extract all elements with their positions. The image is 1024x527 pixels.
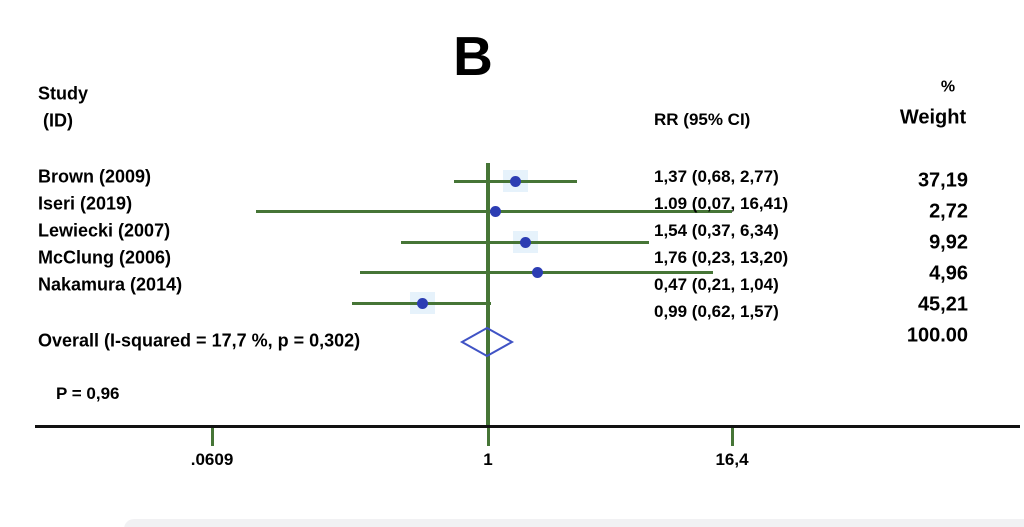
effect-dot-lewiecki-2007: [520, 236, 532, 248]
effect-dot-mcclung-2006: [531, 267, 543, 278]
study-label-lewiecki-2007: Lewiecki (2007): [38, 220, 171, 241]
bottom-scroll-band: [124, 519, 1024, 527]
panel-title: B: [453, 25, 493, 87]
axis-tick-0609: [210, 428, 214, 446]
weight-percent-header: %: [940, 78, 956, 96]
study-id-column-header: (ID): [38, 110, 73, 131]
study-label-nakamura-2014: Nakamura (2014): [38, 274, 183, 295]
rr-value-overall: 0,99 (0,62, 1,57): [654, 302, 779, 322]
effect-dot-iseri-2019: [490, 206, 502, 217]
weight-column-header: Weight: [899, 106, 967, 129]
rr-value-iseri-2019: 1.09 (0,07, 16,41): [654, 194, 789, 214]
overall-diamond-outline: [460, 326, 515, 358]
study-label-iseri-2019: Iseri (2019): [38, 193, 133, 214]
weight-value-overall: 100.00: [906, 324, 968, 347]
overall-label: Overall (I-squared = 17,7 %, p = 0,302): [38, 330, 361, 351]
weight-value-mcclung-2006: 4,96: [929, 262, 968, 285]
weight-value-nakamura-2014: 45,21: [917, 293, 968, 316]
weight-value-lewiecki-2007: 9,92: [929, 231, 968, 254]
heterogeneity-p-label: P = 0,96: [56, 384, 120, 404]
effect-dot-brown-2009: [509, 175, 521, 187]
study-column-header: Study: [38, 83, 89, 104]
null-effect-line: [486, 163, 490, 427]
rr-value-mcclung-2006: 1,76 (0,23, 13,20): [654, 248, 789, 268]
weight-value-iseri-2019: 2,72: [929, 200, 968, 223]
effect-dot-nakamura-2014: [416, 297, 428, 309]
study-label-brown-2009: Brown (2009): [38, 166, 152, 187]
x-axis-line: [35, 425, 1020, 428]
rr-value-brown-2009: 1,37 (0,68, 2,77): [654, 167, 779, 187]
rr-value-nakamura-2014: 0,47 (0,21, 1,04): [654, 275, 779, 295]
rr-value-lewiecki-2007: 1,54 (0,37, 6,34): [654, 221, 779, 241]
tick-label-1: 1: [483, 450, 493, 469]
tick-label-16-4: 16,4: [715, 450, 749, 469]
overall-diamond: [460, 326, 515, 358]
tick-label-0609: .0609: [190, 450, 234, 469]
axis-tick-16-4: [730, 428, 734, 446]
axis-tick-1: [486, 428, 490, 446]
rr-column-header: RR (95% CI): [654, 110, 751, 130]
study-label-mcclung-2006: McClung (2006): [38, 247, 172, 268]
weight-value-brown-2009: 37,19: [917, 169, 968, 192]
